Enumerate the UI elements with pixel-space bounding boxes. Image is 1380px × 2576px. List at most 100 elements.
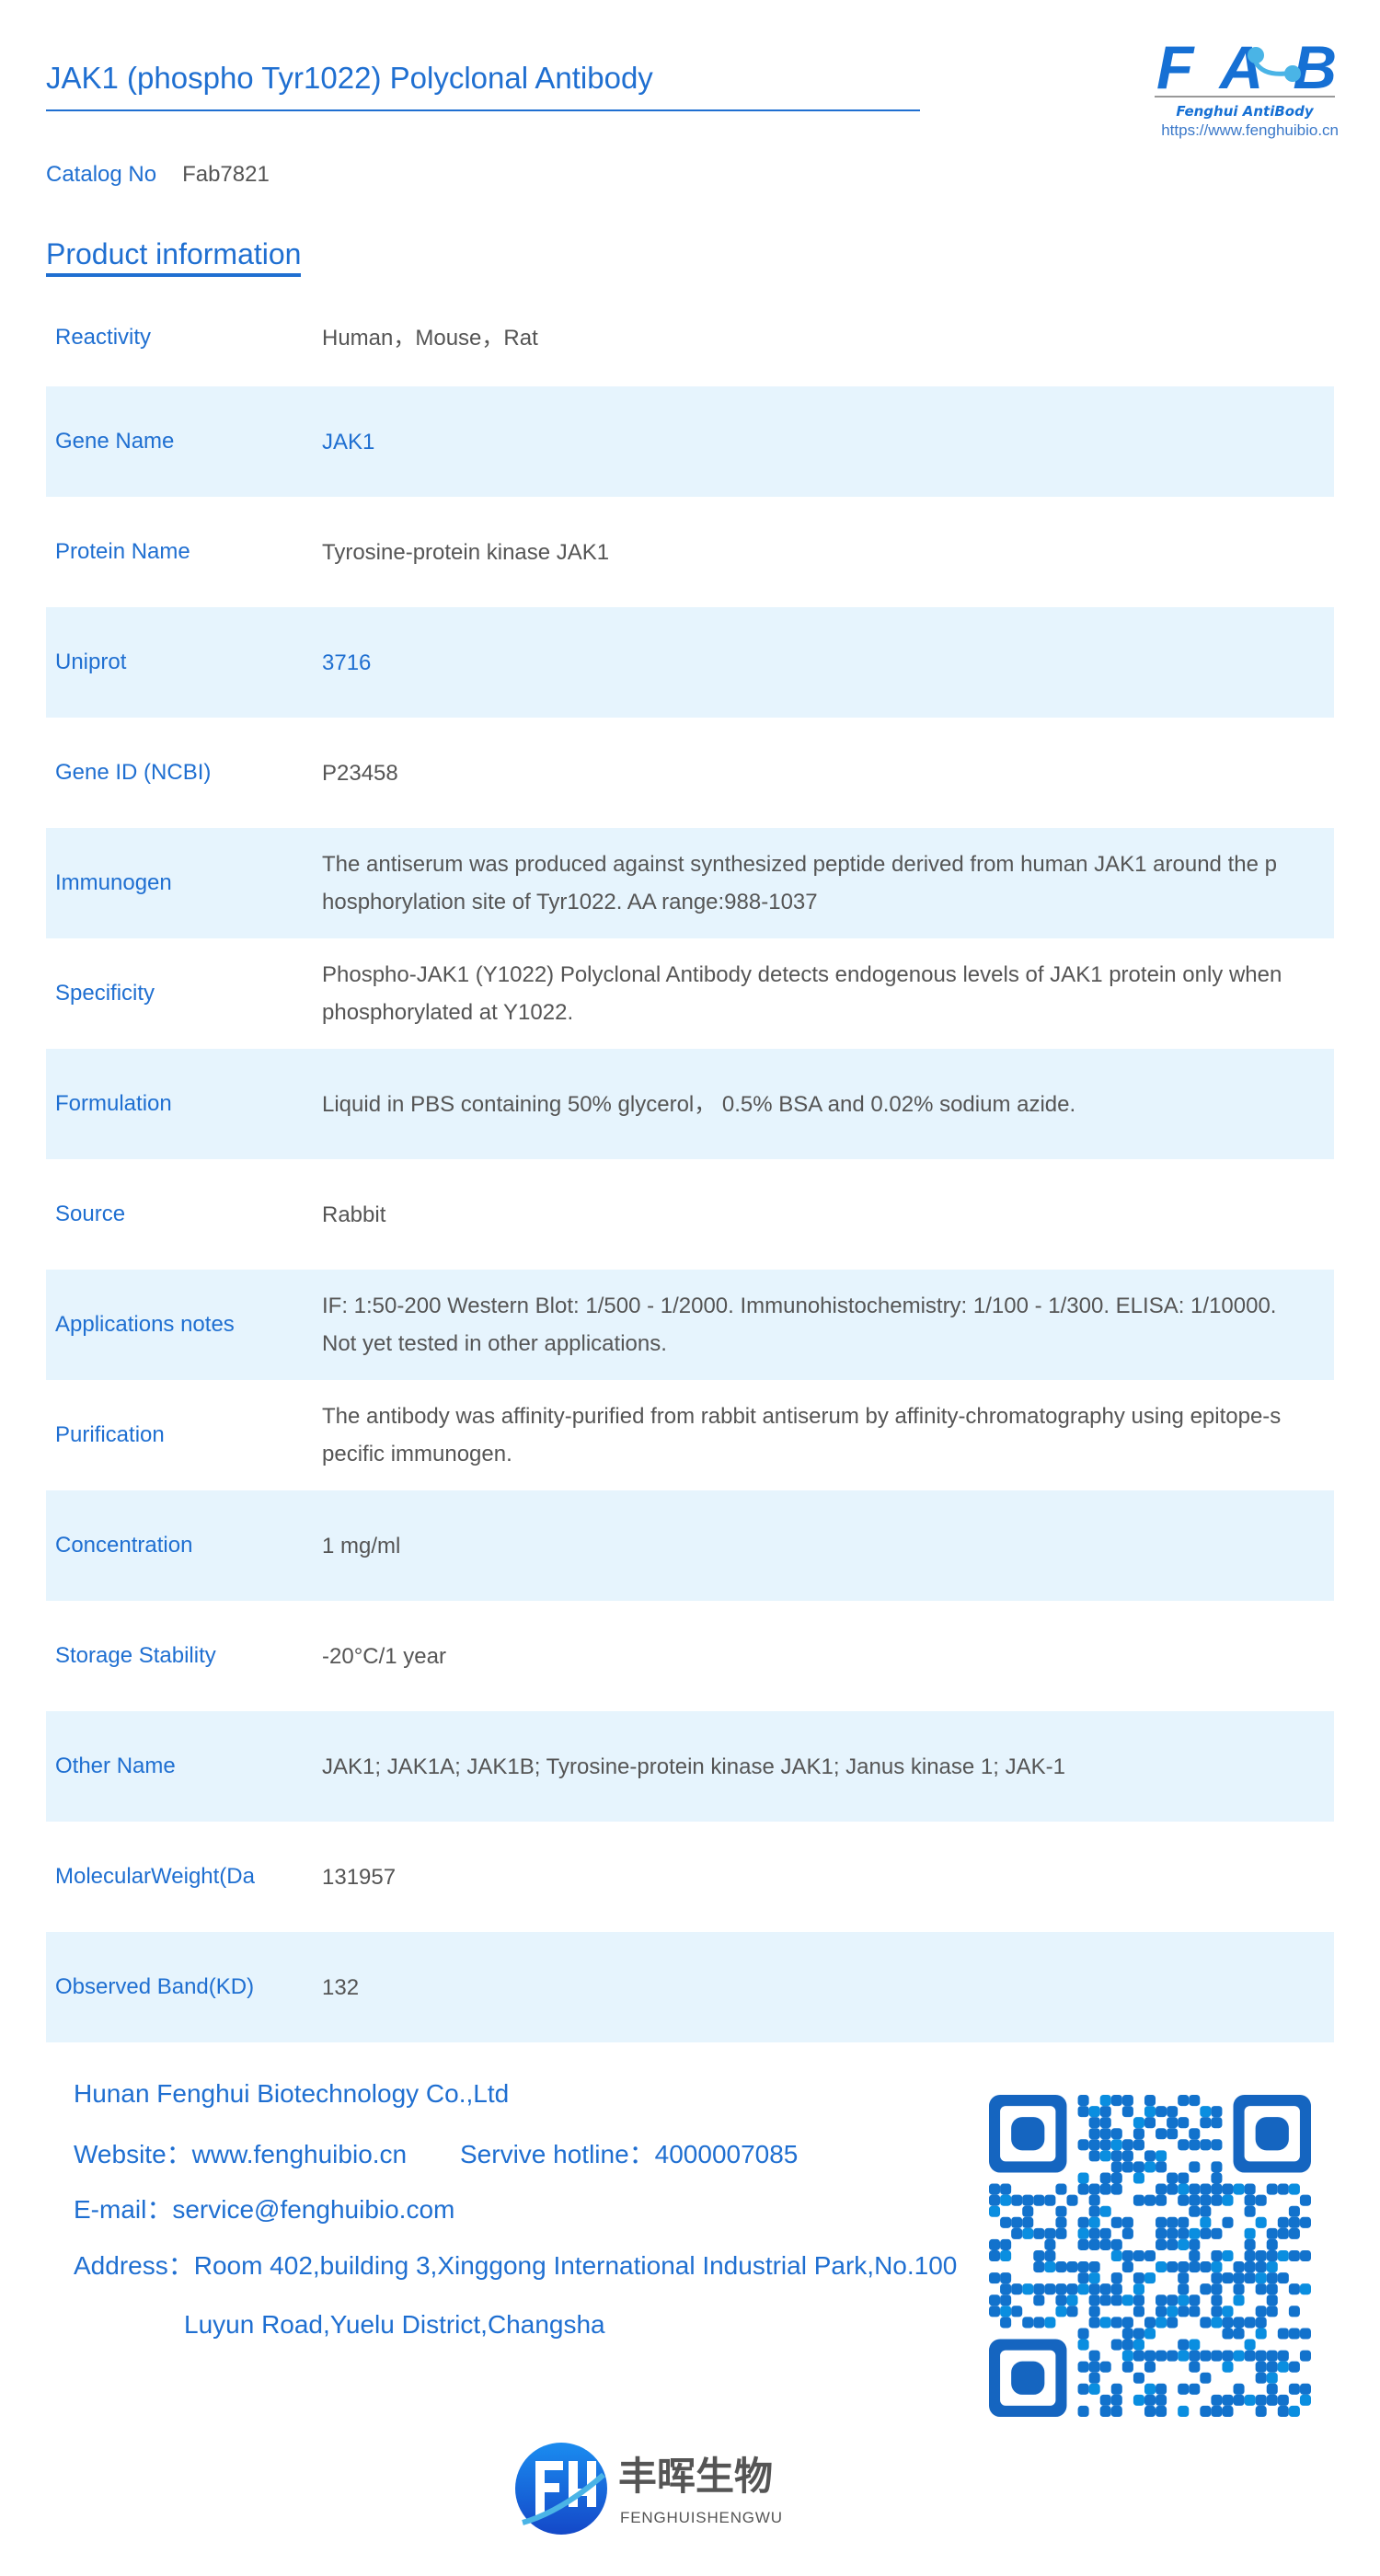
qr-module [1200, 2405, 1212, 2417]
qr-module [1099, 2361, 1111, 2373]
qr-module [1299, 2328, 1311, 2340]
qr-module [1200, 2283, 1212, 2295]
qr-module [1211, 2117, 1223, 2129]
qr-module [989, 2194, 1001, 2206]
qr-module [1233, 2272, 1245, 2284]
qr-module [1022, 2317, 1034, 2329]
row-value: The antiserum was produced against synth… [322, 852, 1277, 914]
qr-module [1255, 2350, 1267, 2362]
qr-module [1066, 2306, 1078, 2317]
qr-module [1133, 2161, 1144, 2173]
brand-pinyin: FENGHUISHENGWU [620, 2509, 782, 2526]
qr-module [1189, 2095, 1201, 2107]
qr-module [1088, 2139, 1100, 2151]
qr-module [1133, 2283, 1144, 2295]
qr-module [1144, 2117, 1156, 2129]
qr-module [1288, 2227, 1300, 2239]
qr-module [1110, 2294, 1122, 2306]
qr-module [1121, 2227, 1133, 2239]
qr-module [1110, 2272, 1122, 2284]
qr-module [1233, 2350, 1245, 2362]
table-row: Gene ID (NCBI) P23458 [46, 718, 1334, 828]
table-row: Purification The antibody was affinity-pu… [46, 1380, 1334, 1490]
qr-module [1055, 2261, 1067, 2273]
qr-module [1110, 2172, 1122, 2184]
qr-module [1178, 2095, 1190, 2107]
qr-module [1156, 2394, 1167, 2406]
qr-module [1222, 2272, 1234, 2284]
row-value: JAK1 [322, 429, 375, 454]
qr-module [1099, 2317, 1111, 2329]
qr-module [1189, 2249, 1201, 2262]
qr-module [1088, 2383, 1100, 2395]
qr-module [1033, 2294, 1045, 2306]
qr-module [1000, 2183, 1012, 2195]
qr-module [1121, 2317, 1133, 2329]
row-value: 131957 [322, 1864, 397, 1890]
qr-module [1033, 2317, 1045, 2329]
row-value: IF: 1:50-200 Western Blot: 1/500 - 1/200… [322, 1294, 1277, 1356]
qr-module [1233, 2283, 1245, 2295]
qr-module [1110, 2405, 1122, 2417]
qr-module [1055, 2216, 1067, 2228]
qr-module [989, 2238, 1001, 2250]
qr-module [1266, 2283, 1278, 2295]
qr-module [1133, 2139, 1144, 2151]
qr-module [1133, 2117, 1144, 2129]
qr-module [1288, 2183, 1300, 2195]
qr-module [1189, 2194, 1201, 2206]
qr-module [1222, 2317, 1234, 2329]
qr-module [1299, 2350, 1311, 2362]
qr-module [1222, 2216, 1234, 2228]
qr-module [1233, 2294, 1245, 2306]
email[interactable]: E-mail：service@fenghuibio.com [74, 2195, 455, 2224]
qr-module [1222, 2194, 1234, 2206]
website-url[interactable]: https://www.fenghuibio.cn [1161, 121, 1339, 139]
svg-text:Fenghui AntiBody: Fenghui AntiBody [1176, 103, 1314, 120]
qr-module [1178, 2283, 1190, 2295]
qr-module [1011, 2216, 1023, 2228]
qr-module [1110, 2283, 1122, 2295]
qr-module [1099, 2095, 1111, 2107]
row-label: Reactivity [55, 325, 152, 350]
website[interactable]: Website：www.fenghuibio.cn [74, 2140, 408, 2168]
row-label: Storage Stability [55, 1643, 216, 1668]
qr-module [1244, 2183, 1256, 2195]
qr-module [1156, 2194, 1167, 2206]
qr-module [1110, 2183, 1122, 2195]
qr-module [1277, 2272, 1289, 2284]
qr-module [1077, 2383, 1089, 2395]
qr-module [1266, 2294, 1278, 2306]
qr-module [1266, 2361, 1278, 2373]
qr-module [1211, 2294, 1223, 2306]
qr-module [1189, 2261, 1201, 2273]
qr-module [1110, 2339, 1122, 2351]
qr-module [1088, 2372, 1100, 2384]
qr-module [1189, 2306, 1201, 2317]
qr-module [1077, 2272, 1089, 2284]
qr-module [1088, 2128, 1100, 2140]
table-row: Formulation Liquid in PBS containing 50% … [46, 1049, 1334, 1159]
qr-module [1099, 2227, 1111, 2239]
qr-module [1011, 2194, 1023, 2206]
qr-module [1211, 2194, 1223, 2206]
qr-module [1121, 2328, 1133, 2340]
qr-module [1255, 2317, 1267, 2329]
qr-module [1077, 2328, 1089, 2340]
qr-module [1266, 2372, 1278, 2384]
row-value: 1 mg/ml [322, 1533, 401, 1558]
qr-module [1244, 2339, 1256, 2351]
qr-module [1099, 2128, 1111, 2140]
qr-module [1088, 2194, 1100, 2206]
qr-module [1244, 2317, 1256, 2329]
qr-module [1222, 2394, 1234, 2406]
qr-module [1133, 2339, 1144, 2351]
qr-module [1110, 2128, 1122, 2140]
qr-module [1178, 2339, 1190, 2351]
qr-module [1000, 2272, 1012, 2284]
qr-module [1133, 2394, 1144, 2406]
qr-module [1211, 2317, 1223, 2329]
qr-module [1178, 2306, 1190, 2317]
qr-module [1167, 2172, 1179, 2184]
qr-module [1033, 2261, 1045, 2273]
